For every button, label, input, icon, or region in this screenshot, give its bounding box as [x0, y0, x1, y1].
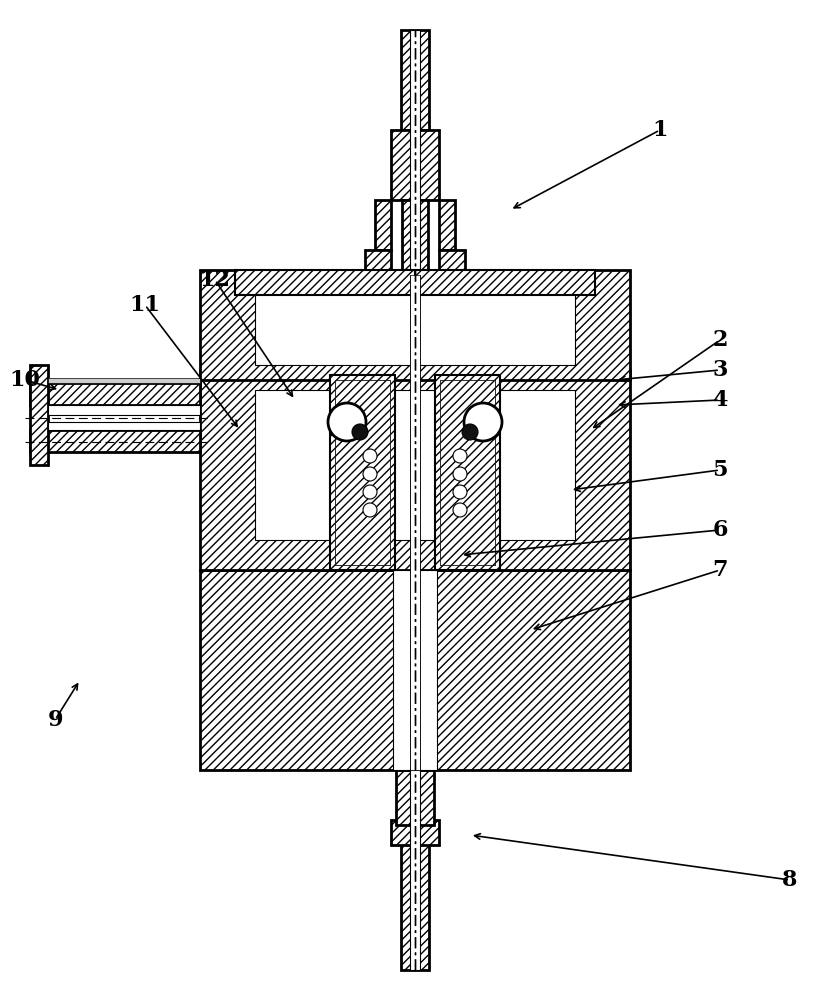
- Bar: [330, 375, 395, 570]
- Bar: [415, 370, 630, 570]
- Text: 10: 10: [10, 369, 41, 391]
- Bar: [440, 380, 495, 565]
- Bar: [410, 770, 420, 970]
- Bar: [396, 770, 434, 825]
- Bar: [439, 200, 455, 250]
- Bar: [391, 820, 439, 845]
- Bar: [200, 370, 415, 570]
- Text: 5: 5: [712, 459, 728, 481]
- Bar: [435, 375, 500, 570]
- Text: 3: 3: [712, 359, 728, 381]
- Circle shape: [453, 467, 467, 481]
- Bar: [415, 390, 575, 540]
- Text: 7: 7: [712, 559, 728, 581]
- Bar: [255, 390, 415, 540]
- Text: 9: 9: [47, 709, 63, 731]
- Bar: [440, 380, 495, 565]
- Circle shape: [453, 485, 467, 499]
- Circle shape: [363, 467, 377, 481]
- Bar: [365, 250, 391, 280]
- Bar: [200, 270, 415, 380]
- Bar: [30, 430, 200, 452]
- Bar: [235, 270, 415, 295]
- Bar: [375, 200, 391, 250]
- Circle shape: [453, 503, 467, 517]
- Bar: [30, 365, 48, 465]
- Bar: [415, 270, 595, 295]
- Circle shape: [328, 403, 366, 441]
- Bar: [439, 250, 465, 280]
- Text: 2: 2: [712, 329, 728, 351]
- Bar: [401, 840, 429, 970]
- Bar: [410, 275, 420, 770]
- Bar: [48, 378, 200, 383]
- Bar: [48, 422, 200, 430]
- Circle shape: [363, 503, 377, 517]
- Text: 12: 12: [199, 269, 231, 291]
- Circle shape: [352, 424, 368, 440]
- Circle shape: [453, 449, 467, 463]
- Text: 11: 11: [129, 294, 160, 316]
- Bar: [391, 130, 439, 200]
- Bar: [30, 383, 200, 405]
- Bar: [415, 270, 630, 380]
- Text: 4: 4: [712, 389, 728, 411]
- Circle shape: [363, 449, 377, 463]
- Text: 1: 1: [652, 119, 668, 141]
- Bar: [335, 380, 390, 565]
- Bar: [401, 30, 429, 130]
- Bar: [335, 380, 390, 565]
- Bar: [255, 285, 415, 365]
- Text: 8: 8: [782, 869, 798, 891]
- Text: 6: 6: [712, 519, 728, 541]
- Bar: [402, 200, 428, 280]
- Circle shape: [464, 403, 502, 441]
- Bar: [410, 30, 420, 280]
- Bar: [48, 405, 200, 415]
- Bar: [415, 285, 575, 365]
- Bar: [200, 570, 630, 770]
- Circle shape: [462, 424, 478, 440]
- Bar: [393, 570, 437, 770]
- Circle shape: [363, 485, 377, 499]
